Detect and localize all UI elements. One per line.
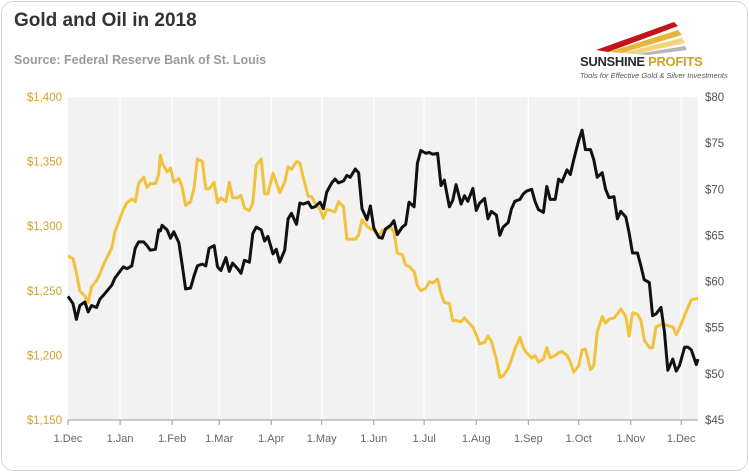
logo-name-part1: SUNSHINE <box>580 54 649 69</box>
x-tick-marks <box>67 420 682 425</box>
left-axis-tick-labels: $1,150 $1,200 $1,250 $1,300 $1,350 $1,400 <box>27 92 62 427</box>
right-axis-tick-label: $70 <box>705 184 724 196</box>
right-axis-tick-label: $65 <box>705 230 724 242</box>
chart-title: Gold and Oil in 2018 <box>14 10 197 31</box>
right-axis-tick-label: $75 <box>705 138 724 150</box>
right-axis-tick-label: $50 <box>705 369 724 381</box>
left-axis-tick-label: $1,300 <box>27 221 62 233</box>
left-axis-tick-label: $1,200 <box>27 350 62 362</box>
oil-price-line <box>66 128 700 373</box>
logo-name-part2: PROFITS <box>648 54 703 69</box>
right-axis-tick-label: $60 <box>705 277 724 289</box>
x-tick-label: 1.May <box>307 433 337 445</box>
chart-source: Source: Federal Reserve Bank of St. Loui… <box>14 53 267 67</box>
x-tick-label: 1.Dec <box>54 433 83 445</box>
x-tick-label: 1.Dec <box>667 433 696 445</box>
left-axis-tick-label: $1,400 <box>27 92 62 104</box>
x-tick-label: 1.Mar <box>205 433 233 445</box>
x-tick-label: 1.Aug <box>462 433 491 445</box>
x-tick-label: 1.Apr <box>258 433 285 445</box>
x-tick-label: 1.Jul <box>413 433 436 445</box>
x-tick-label: 1.Feb <box>158 433 186 445</box>
left-axis-tick-label: $1,150 <box>27 415 62 427</box>
logo-rays-icon <box>596 22 687 55</box>
x-tick-label: 1.Oct <box>566 433 592 445</box>
plot-background <box>68 97 698 420</box>
x-tick-labels: 1.Dec 1.Jan 1.Feb 1.Mar 1.Apr 1.May 1.Jun 1.Jul… <box>54 433 696 445</box>
x-tick-label: 1.Nov <box>616 433 645 445</box>
sunshine-profits-logo: SUNSHINE PROFITS Tools for Effective Gol… <box>576 16 738 80</box>
right-axis-tick-label: $80 <box>705 92 724 104</box>
right-axis-tick-labels: $45 $50 $55 $60 $65 $70 $75 $80 <box>705 92 724 427</box>
left-axis-tick-label: $1,250 <box>27 286 62 298</box>
right-axis-tick-label: $45 <box>705 415 724 427</box>
x-tick-label: 1.Jan <box>107 433 134 445</box>
logo-name: SUNSHINE PROFITS <box>580 54 703 69</box>
x-tick-label: 1.Jun <box>360 433 387 445</box>
logo-tagline: Tools for Effective Gold & Silver Invest… <box>580 71 728 80</box>
x-tick-label: 1.Sep <box>514 433 543 445</box>
right-axis-tick-label: $55 <box>705 323 724 335</box>
left-axis-tick-label: $1,350 <box>27 157 62 169</box>
